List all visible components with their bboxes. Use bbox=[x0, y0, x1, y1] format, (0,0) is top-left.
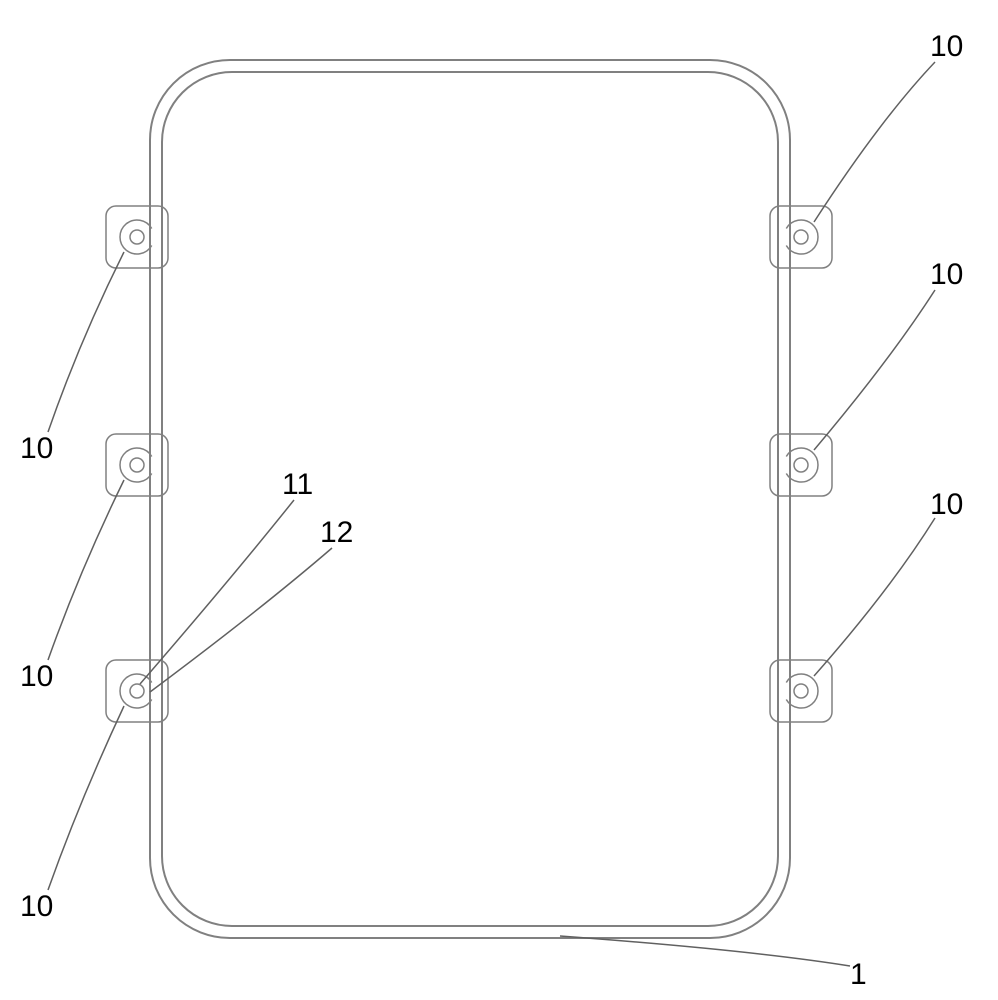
leader-line bbox=[814, 62, 935, 222]
diagram-svg bbox=[0, 0, 998, 1000]
callout-label: 10 bbox=[930, 258, 963, 292]
callout-label: 10 bbox=[20, 660, 53, 694]
mounting-bracket bbox=[106, 206, 168, 268]
brackets-group bbox=[106, 206, 832, 722]
leader-line bbox=[814, 290, 935, 450]
leader-line bbox=[48, 252, 124, 432]
mounting-bracket bbox=[106, 660, 168, 722]
leader-line bbox=[48, 706, 124, 890]
callout-label: 11 bbox=[282, 468, 313, 502]
mounting-bracket bbox=[770, 206, 832, 268]
callout-label: 1 bbox=[850, 958, 867, 992]
leader-lines-group bbox=[48, 62, 935, 966]
mounting-bracket bbox=[770, 660, 832, 722]
callout-label: 12 bbox=[320, 516, 353, 550]
main-frame-group bbox=[150, 60, 790, 938]
callout-label: 10 bbox=[20, 432, 53, 466]
callout-label: 10 bbox=[930, 30, 963, 64]
mounting-bracket bbox=[106, 434, 168, 496]
callout-label: 10 bbox=[930, 488, 963, 522]
leader-line bbox=[150, 548, 332, 692]
mounting-bracket bbox=[770, 434, 832, 496]
callout-label: 10 bbox=[20, 890, 53, 924]
leader-line bbox=[140, 500, 294, 684]
leader-line bbox=[48, 480, 124, 660]
leader-line bbox=[560, 936, 850, 966]
leader-line bbox=[814, 518, 935, 676]
